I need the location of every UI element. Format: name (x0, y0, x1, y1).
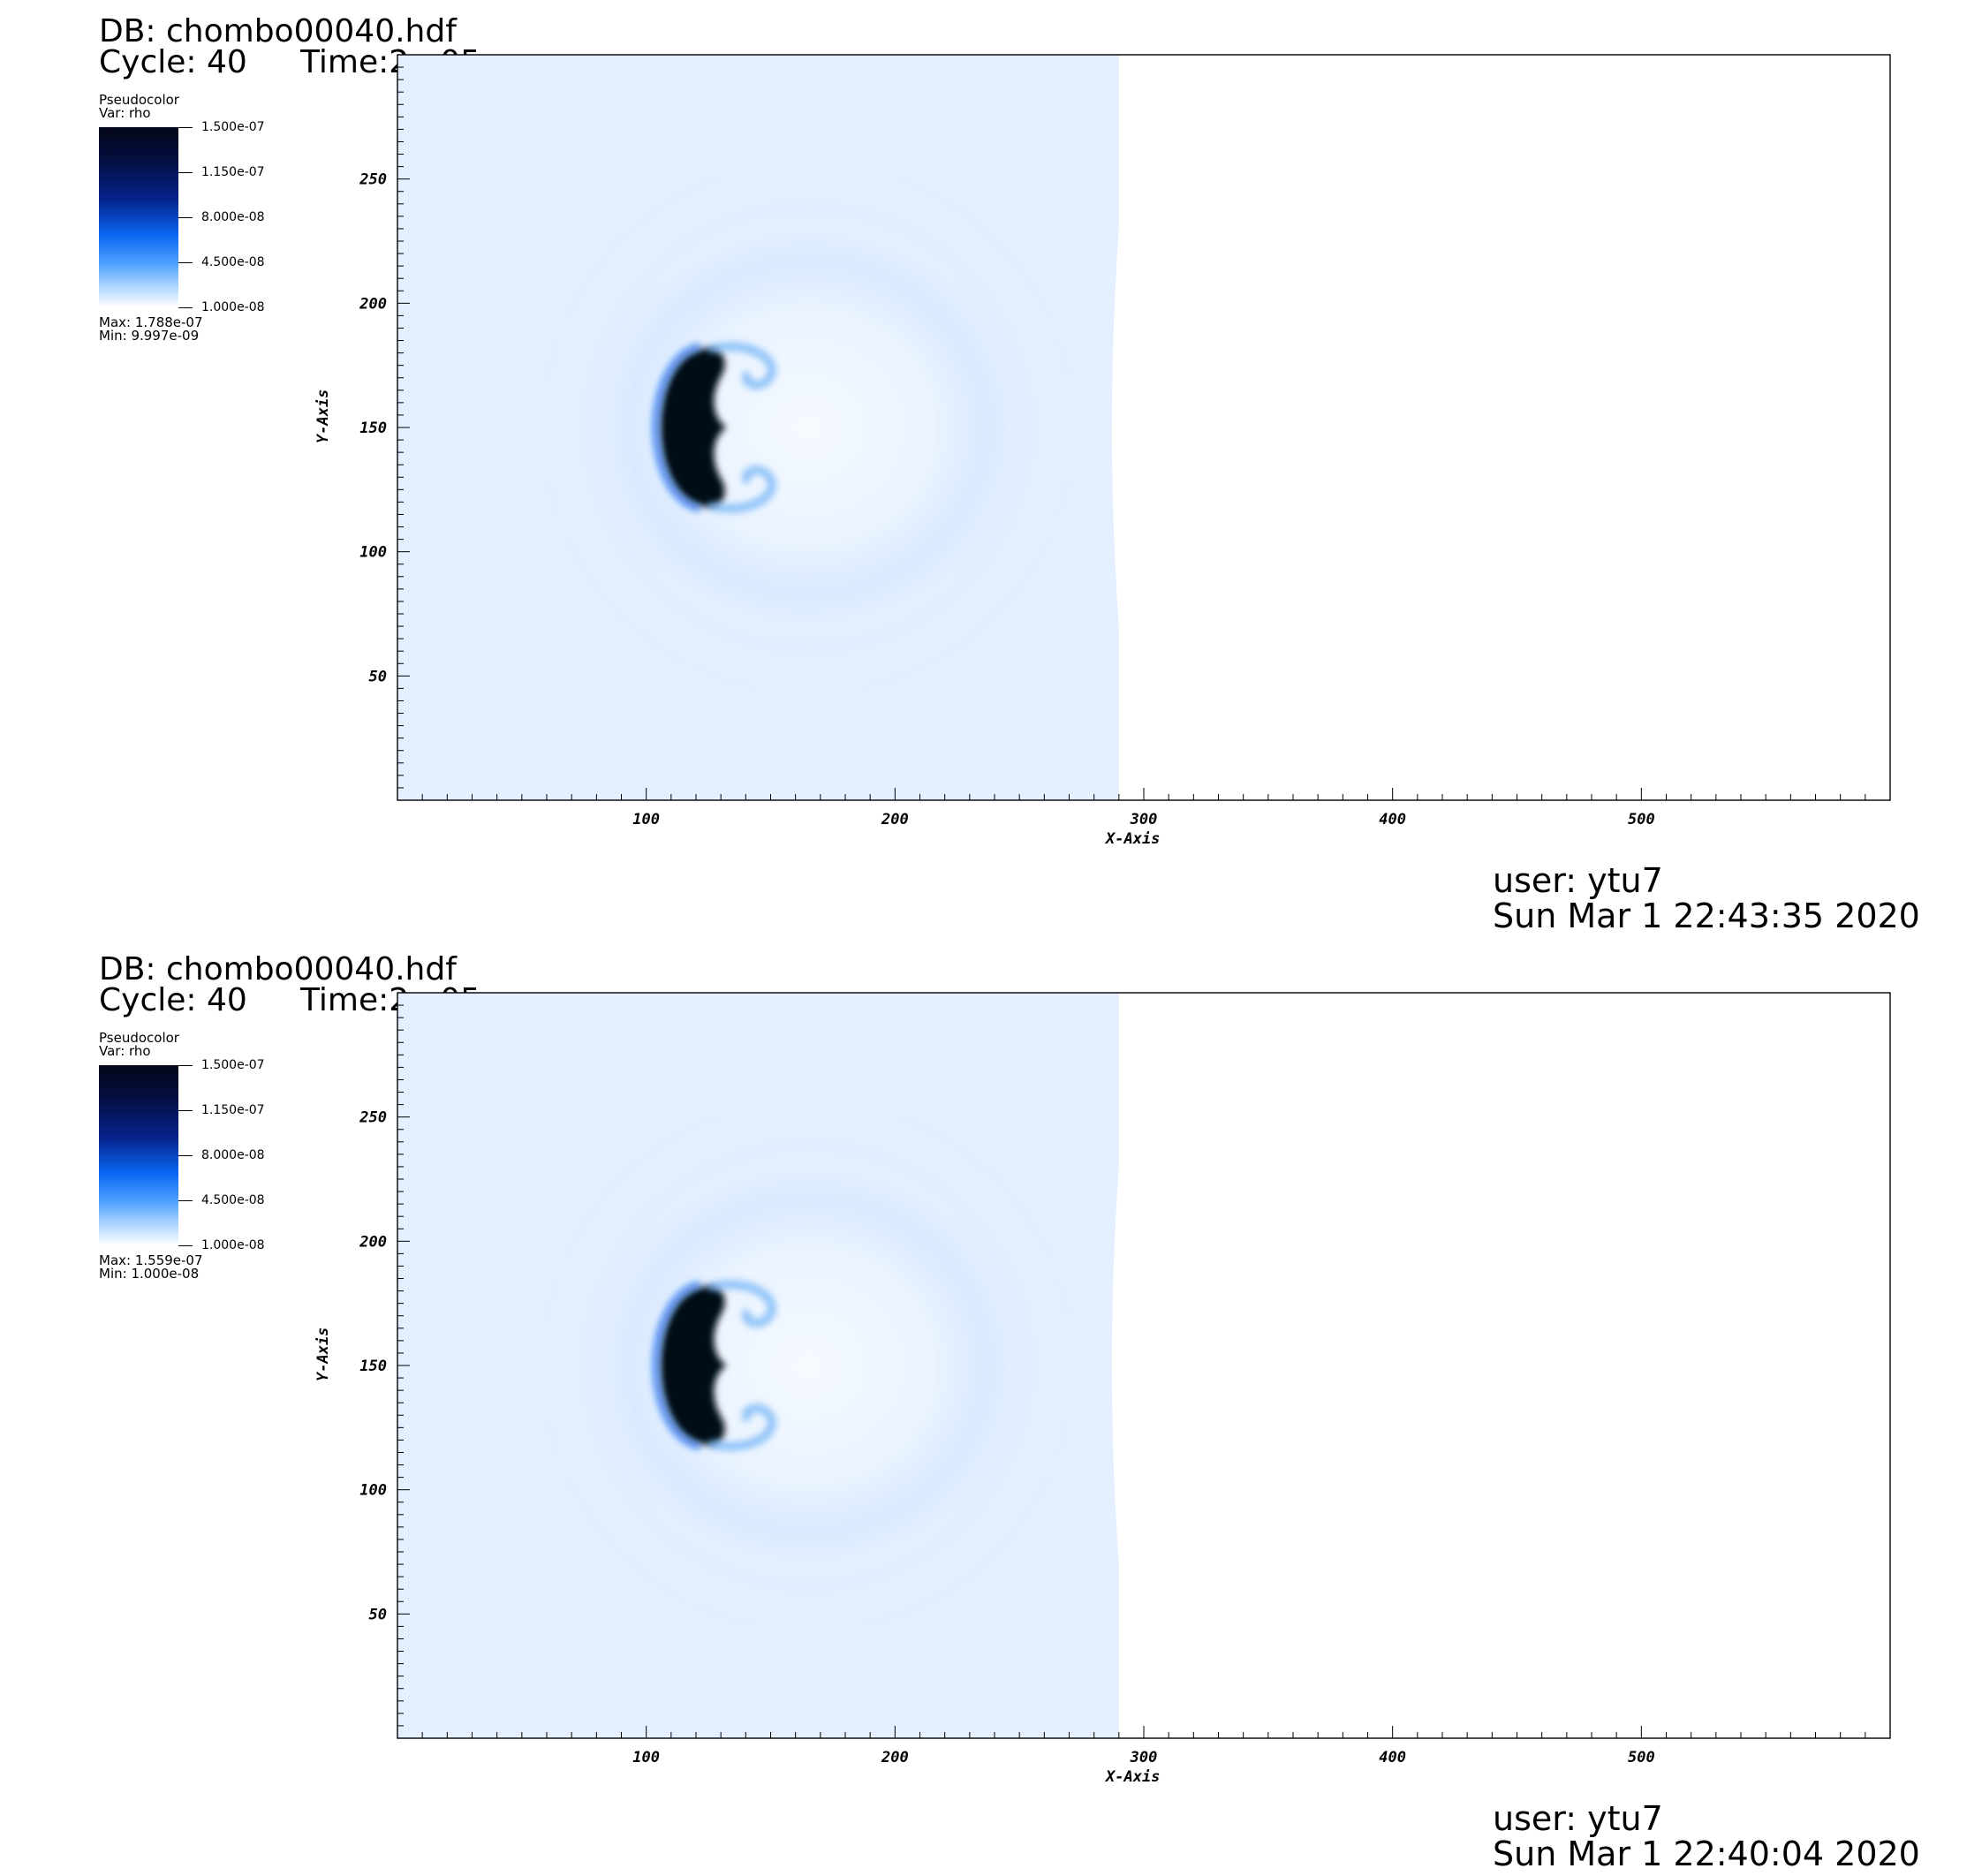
user-label: user: ytu7 (1493, 1799, 1663, 1838)
colorbar-label: 8.000e-08 (201, 210, 265, 224)
y-tick-label: 150 (359, 420, 387, 437)
blob-rim (652, 1281, 701, 1450)
legend-variable: Var: rho (99, 105, 151, 121)
colorbar-tick (178, 307, 193, 308)
y-tick-label: 200 (359, 1233, 387, 1251)
colorbar-label: 8.000e-08 (201, 1148, 265, 1162)
shock-glow (578, 1154, 1038, 1577)
y-axis-title: Y-Axis (314, 389, 332, 443)
blob-rim (652, 343, 701, 512)
legend-max: Max: 1.788e-07 (99, 314, 203, 330)
y-axis-title: Y-Axis (314, 1327, 332, 1381)
y-tick-label: 250 (359, 171, 387, 189)
colorbar-tick (178, 1200, 193, 1201)
x-tick-label: 500 (1628, 1749, 1655, 1766)
legend-variable: Var: rho (99, 1043, 151, 1059)
colorbar-legend: Pseudocolor Var: rho 1.500e-07 1.150e-07… (99, 94, 329, 359)
x-tick-label: 300 (1130, 1749, 1158, 1766)
colorbar-tick (178, 1155, 193, 1156)
cycle-label: Cycle: 40 (99, 44, 247, 80)
shock-glow (578, 216, 1038, 639)
y-tick-label: 50 (369, 668, 387, 685)
colorbar-label: 1.500e-07 (201, 1058, 265, 1072)
plot-panel-1: DB: chombo00040.hdf Cycle: 40 Time:2e-05… (99, 13, 1920, 935)
x-tick-label: 300 (1130, 811, 1158, 828)
legend-plot-type: Pseudocolor (99, 92, 179, 108)
y-tick-label: 200 (359, 295, 387, 313)
colorbar-label: 1.150e-07 (201, 1103, 265, 1117)
user-label: user: ytu7 (1493, 861, 1663, 900)
colorbar (99, 1065, 178, 1245)
date-label: Sun Mar 1 22:40:04 2020 (1493, 1834, 1920, 1873)
x-tick-label: 400 (1379, 811, 1406, 828)
colorbar-tick (178, 1245, 193, 1246)
colorbar-legend: Pseudocolor Var: rho 1.500e-07 1.150e-07… (99, 1032, 329, 1297)
colorbar-label: 1.000e-08 (201, 1238, 265, 1252)
colorbar-label: 1.500e-07 (201, 120, 265, 134)
shock-ring (620, 1183, 995, 1548)
database-label: DB: chombo00040.hdf (99, 951, 457, 987)
legend-plot-type: Pseudocolor (99, 1030, 179, 1046)
x-tick-label: 100 (632, 1749, 660, 1766)
x-tick-label: 500 (1628, 811, 1655, 828)
colorbar-tick (178, 172, 193, 173)
shock-ring (620, 245, 995, 610)
colorbar (99, 127, 178, 307)
vortex-curl (707, 1280, 776, 1328)
shock-ring (580, 200, 1035, 654)
plot-area: 100 200 300 400 500 50 100 150 200 250 (359, 54, 1891, 828)
colorbar-label: 1.000e-08 (201, 300, 265, 314)
y-tick-label: 250 (359, 1109, 387, 1127)
y-tick-label: 100 (359, 544, 387, 562)
date-label: Sun Mar 1 22:43:35 2020 (1493, 896, 1920, 935)
y-tick-label: 50 (369, 1606, 387, 1623)
vortex-curl (707, 342, 776, 390)
x-tick-label: 200 (881, 1749, 909, 1766)
colorbar-label: 4.500e-08 (201, 255, 265, 269)
y-tick-label: 150 (359, 1358, 387, 1375)
x-axis-title: X-Axis (1106, 830, 1161, 848)
x-tick-label: 100 (632, 811, 660, 828)
shock-ring (580, 1138, 1035, 1592)
colorbar-tick (178, 1065, 193, 1066)
colorbar-tick (178, 127, 193, 128)
legend-max: Max: 1.559e-07 (99, 1252, 203, 1268)
colorbar-tick (178, 262, 193, 263)
database-label: DB: chombo00040.hdf (99, 13, 457, 49)
colorbar-label: 1.150e-07 (201, 165, 265, 179)
legend-min: Min: 9.997e-09 (99, 328, 200, 344)
x-axis-title: X-Axis (1106, 1768, 1161, 1786)
legend-min: Min: 1.000e-08 (99, 1266, 200, 1282)
vortex-curl (707, 1403, 776, 1451)
vortex-curl (707, 465, 776, 513)
plot-area: 100 200 300 400 500 50 100 150 200 250 (359, 992, 1891, 1766)
dense-blob (660, 348, 727, 507)
x-tick-label: 200 (881, 811, 909, 828)
shock-ring (536, 1094, 1079, 1637)
cycle-label: Cycle: 40 (99, 982, 247, 1018)
shock-ring (536, 156, 1079, 699)
colorbar-label: 4.500e-08 (201, 1193, 265, 1207)
y-tick-label: 100 (359, 1482, 387, 1500)
plot-panel-2: DB: chombo00040.hdf Cycle: 40 Time:2e-05… (0, 938, 1982, 1876)
x-tick-label: 400 (1379, 1749, 1406, 1766)
dense-blob (660, 1286, 727, 1445)
colorbar-tick (178, 1110, 193, 1111)
colorbar-tick (178, 217, 193, 218)
